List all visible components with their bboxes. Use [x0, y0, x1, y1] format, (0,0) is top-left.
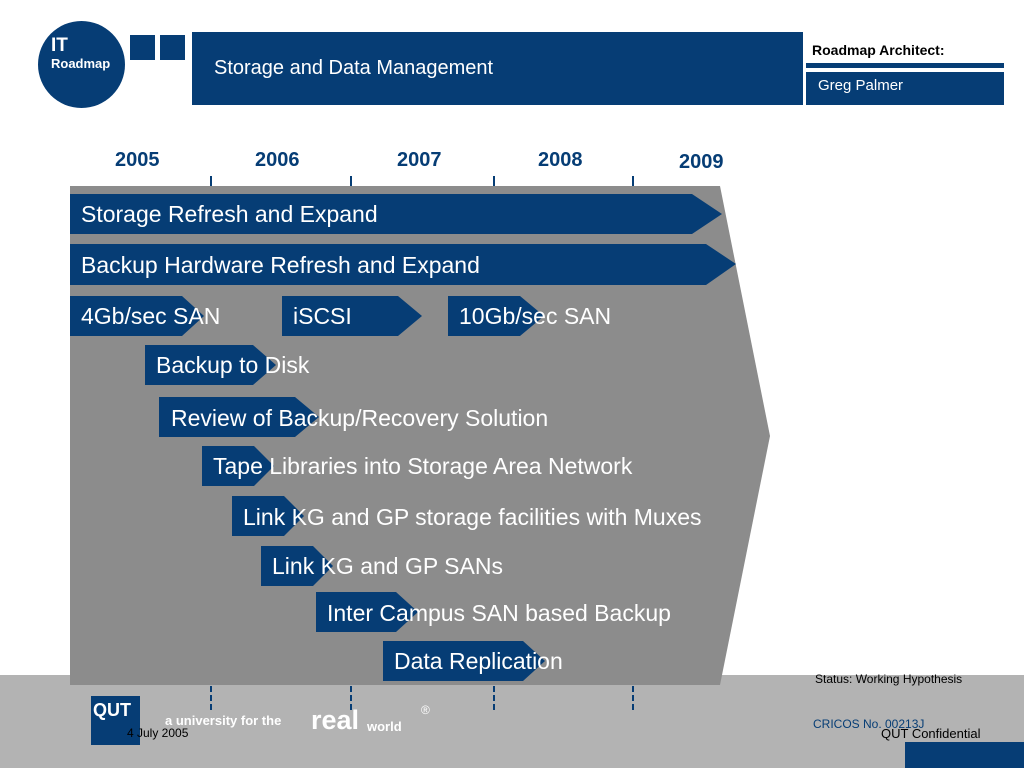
arrow-backup-to-disk — [145, 345, 276, 385]
year-divider — [493, 176, 495, 186]
arrow-4gb-san — [70, 296, 204, 336]
item-storage-refresh: Storage Refresh and Expand — [81, 201, 378, 227]
logo-roadmap-text: Roadmap — [51, 56, 111, 71]
qut-logo — [91, 696, 140, 745]
architect-label: Roadmap Architect: — [812, 42, 945, 58]
year-divider — [350, 686, 352, 710]
year-divider — [350, 176, 352, 186]
logo-it-text: IT — [51, 35, 68, 56]
year-divider — [210, 686, 212, 710]
footer-accent — [905, 742, 1024, 768]
item-backup-to-disk: Backup to Disk — [156, 352, 310, 378]
title-bar — [192, 32, 803, 105]
arrow-storage-refresh — [70, 194, 722, 234]
year-divider — [210, 176, 212, 186]
year-divider — [632, 686, 634, 710]
qut-logo-text: QUT — [93, 700, 131, 720]
year-2006: 2006 — [255, 149, 300, 171]
arrow-review-backup — [159, 397, 319, 437]
confidential-label: QUT Confidential — [881, 726, 981, 741]
item-data-replication: Data Replication — [394, 648, 563, 674]
year-2007: 2007 — [397, 149, 442, 171]
item-10gb-san: 10Gb/sec SAN — [459, 303, 612, 329]
arrow-inter-campus — [316, 592, 418, 632]
it-roadmap-logo — [38, 21, 125, 108]
tagline-part-1: a university for the — [165, 713, 282, 728]
year-2008: 2008 — [538, 149, 583, 171]
architect-name: Greg Palmer — [818, 77, 904, 94]
arrow-iscsi — [282, 296, 422, 336]
item-review-backup: Review of Backup/Recovery Solution — [171, 405, 549, 431]
tagline-world: world — [367, 719, 402, 734]
arrow-backup-hardware — [70, 244, 736, 285]
arrow-link-sans — [261, 546, 333, 586]
item-tape-libraries: Tape Libraries into Storage Area Network — [213, 453, 633, 479]
decor-square-2 — [160, 35, 185, 60]
footer-band — [0, 675, 1024, 768]
year-divider — [632, 176, 634, 186]
item-inter-campus: Inter Campus SAN based Backup — [327, 600, 671, 626]
architect-divider — [806, 63, 1004, 68]
footer-date: 4 July 2005 — [127, 726, 189, 740]
year-2005: 2005 — [115, 149, 160, 171]
registered-mark: ® — [421, 703, 430, 717]
item-backup-hardware: Backup Hardware Refresh and Expand — [81, 252, 480, 278]
item-link-sans: Link KG and GP SANs — [272, 553, 503, 579]
arrow-tape-libraries — [202, 446, 274, 486]
arrow-data-replication — [383, 641, 545, 681]
arrow-10gb-san — [448, 296, 544, 336]
timeline-panel — [70, 186, 770, 685]
arrow-link-storage — [232, 496, 304, 536]
decor-square-1 — [130, 35, 155, 60]
item-4gb-san: 4Gb/sec SAN — [81, 303, 221, 329]
architect-box — [806, 72, 1004, 105]
status-text: Status: Working Hypothesis — [815, 672, 963, 686]
page-title: Storage and Data Management — [214, 57, 494, 79]
item-link-storage: Link KG and GP storage facilities with M… — [243, 504, 702, 530]
year-2009: 2009 — [679, 151, 724, 173]
cricos-number: CRICOS No. 00213J — [813, 717, 925, 731]
year-divider — [493, 686, 495, 710]
item-iscsi: iSCSI — [293, 303, 352, 329]
tagline-real: real — [311, 705, 360, 735]
